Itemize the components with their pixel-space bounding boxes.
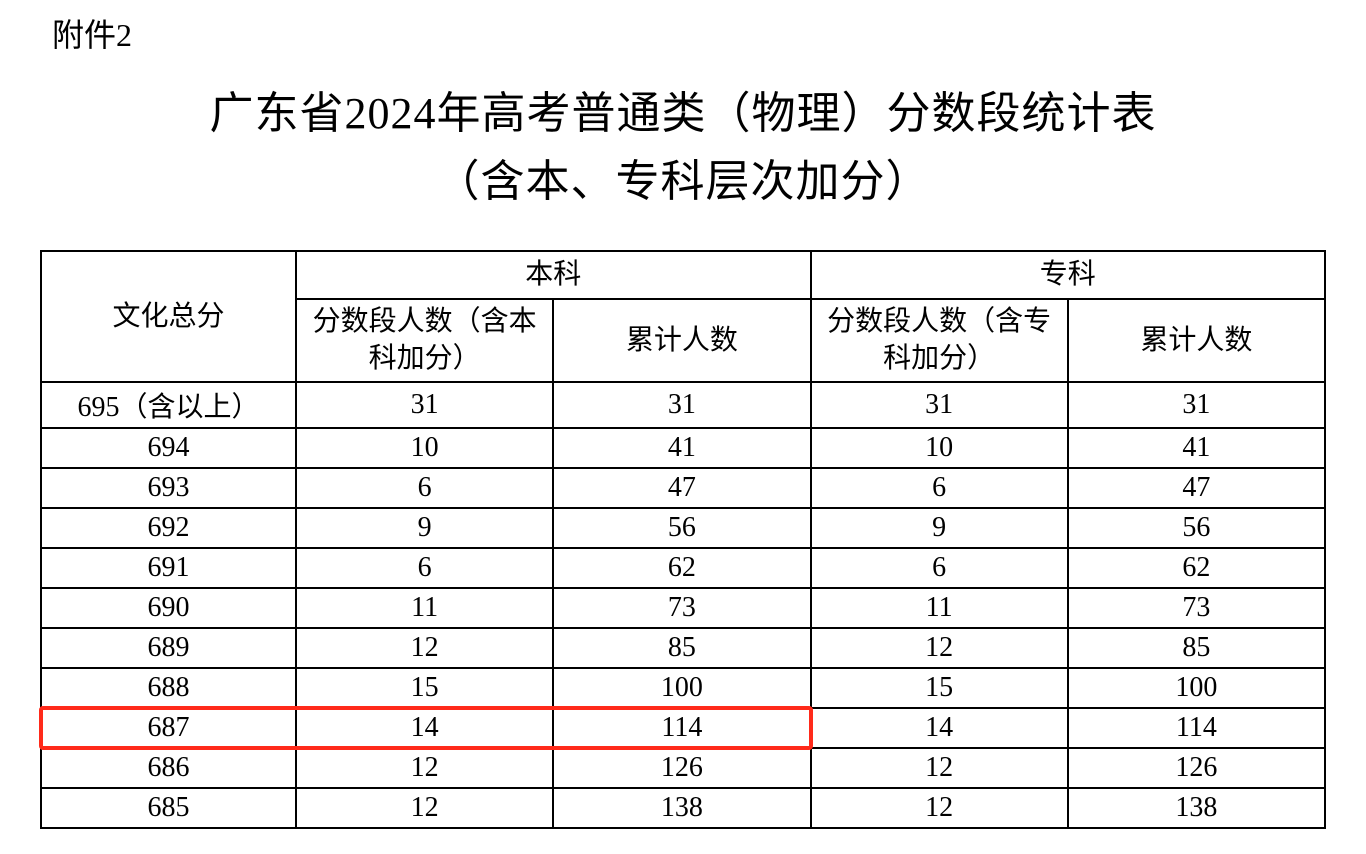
- cell-zk_seg: 14: [811, 708, 1068, 748]
- cell-bk_cum: 114: [553, 708, 810, 748]
- cell-bk_seg: 14: [296, 708, 553, 748]
- cell-bk_cum: 56: [553, 508, 810, 548]
- cell-bk_cum: 31: [553, 382, 810, 428]
- cell-zk_cum: 31: [1068, 382, 1325, 428]
- cell-zk_cum: 41: [1068, 428, 1325, 468]
- cell-bk_seg: 31: [296, 382, 553, 428]
- table-row: 6871411414114: [41, 708, 1325, 748]
- cell-bk_cum: 138: [553, 788, 810, 828]
- cell-bk_seg: 12: [296, 628, 553, 668]
- score-table-body: 695（含以上）31313131694104110416936476476929…: [41, 382, 1325, 828]
- cell-bk_seg: 12: [296, 788, 553, 828]
- attachment-label: 附件2: [52, 10, 1326, 56]
- cell-bk_cum: 73: [553, 588, 810, 628]
- document-title: 广东省2024年高考普通类（物理）分数段统计表 （含本、专科层次加分）: [40, 80, 1326, 216]
- cell-zk_seg: 6: [811, 548, 1068, 588]
- cell-score: 693: [41, 468, 296, 508]
- cell-zk_cum: 100: [1068, 668, 1325, 708]
- cell-zk_cum: 114: [1068, 708, 1325, 748]
- table-row: 6881510015100: [41, 668, 1325, 708]
- table-row: 692956956: [41, 508, 1325, 548]
- cell-bk_seg: 6: [296, 548, 553, 588]
- cell-bk_cum: 85: [553, 628, 810, 668]
- col-group-benke: 本科: [296, 251, 811, 299]
- cell-zk_cum: 62: [1068, 548, 1325, 588]
- cell-score: 692: [41, 508, 296, 548]
- cell-zk_cum: 126: [1068, 748, 1325, 788]
- cell-score: 688: [41, 668, 296, 708]
- table-row: 695（含以上）31313131: [41, 382, 1325, 428]
- cell-score: 695（含以上）: [41, 382, 296, 428]
- cell-zk_seg: 9: [811, 508, 1068, 548]
- col-header-bk-seg: 分数段人数（含本科加分）: [296, 299, 553, 382]
- table-row: 691662662: [41, 548, 1325, 588]
- cell-zk_seg: 11: [811, 588, 1068, 628]
- cell-score: 694: [41, 428, 296, 468]
- title-line-2: （含本、专科层次加分）: [40, 148, 1326, 216]
- cell-score: 689: [41, 628, 296, 668]
- cell-score: 686: [41, 748, 296, 788]
- table-row: 6851213812138: [41, 788, 1325, 828]
- cell-bk_cum: 126: [553, 748, 810, 788]
- col-header-zk-cum: 累计人数: [1068, 299, 1325, 382]
- cell-zk_cum: 73: [1068, 588, 1325, 628]
- table-row: 6861212612126: [41, 748, 1325, 788]
- title-line-1: 广东省2024年高考普通类（物理）分数段统计表: [40, 80, 1326, 148]
- table-row: 68912851285: [41, 628, 1325, 668]
- col-header-bk-cum: 累计人数: [553, 299, 810, 382]
- cell-score: 685: [41, 788, 296, 828]
- cell-zk_seg: 12: [811, 628, 1068, 668]
- cell-zk_seg: 15: [811, 668, 1068, 708]
- cell-bk_cum: 47: [553, 468, 810, 508]
- cell-score: 690: [41, 588, 296, 628]
- col-header-zk-seg: 分数段人数（含专科加分）: [811, 299, 1068, 382]
- cell-zk_seg: 6: [811, 468, 1068, 508]
- cell-zk_cum: 138: [1068, 788, 1325, 828]
- cell-zk_seg: 12: [811, 748, 1068, 788]
- cell-score: 687: [41, 708, 296, 748]
- cell-bk_cum: 100: [553, 668, 810, 708]
- table-row: 693647647: [41, 468, 1325, 508]
- cell-bk_cum: 41: [553, 428, 810, 468]
- col-group-zhuanke: 专科: [811, 251, 1326, 299]
- cell-score: 691: [41, 548, 296, 588]
- cell-bk_seg: 11: [296, 588, 553, 628]
- cell-bk_seg: 15: [296, 668, 553, 708]
- score-table: 文化总分 本科 专科 分数段人数（含本科加分） 累计人数 分数段人数（含专科加分…: [40, 250, 1326, 829]
- cell-bk_seg: 9: [296, 508, 553, 548]
- table-row: 69011731173: [41, 588, 1325, 628]
- cell-bk_seg: 12: [296, 748, 553, 788]
- cell-bk_seg: 10: [296, 428, 553, 468]
- cell-zk_seg: 10: [811, 428, 1068, 468]
- cell-zk_cum: 47: [1068, 468, 1325, 508]
- cell-bk_seg: 6: [296, 468, 553, 508]
- cell-zk_cum: 56: [1068, 508, 1325, 548]
- cell-zk_seg: 31: [811, 382, 1068, 428]
- cell-zk_cum: 85: [1068, 628, 1325, 668]
- cell-zk_seg: 12: [811, 788, 1068, 828]
- col-header-score: 文化总分: [41, 251, 296, 382]
- table-row: 69410411041: [41, 428, 1325, 468]
- cell-bk_cum: 62: [553, 548, 810, 588]
